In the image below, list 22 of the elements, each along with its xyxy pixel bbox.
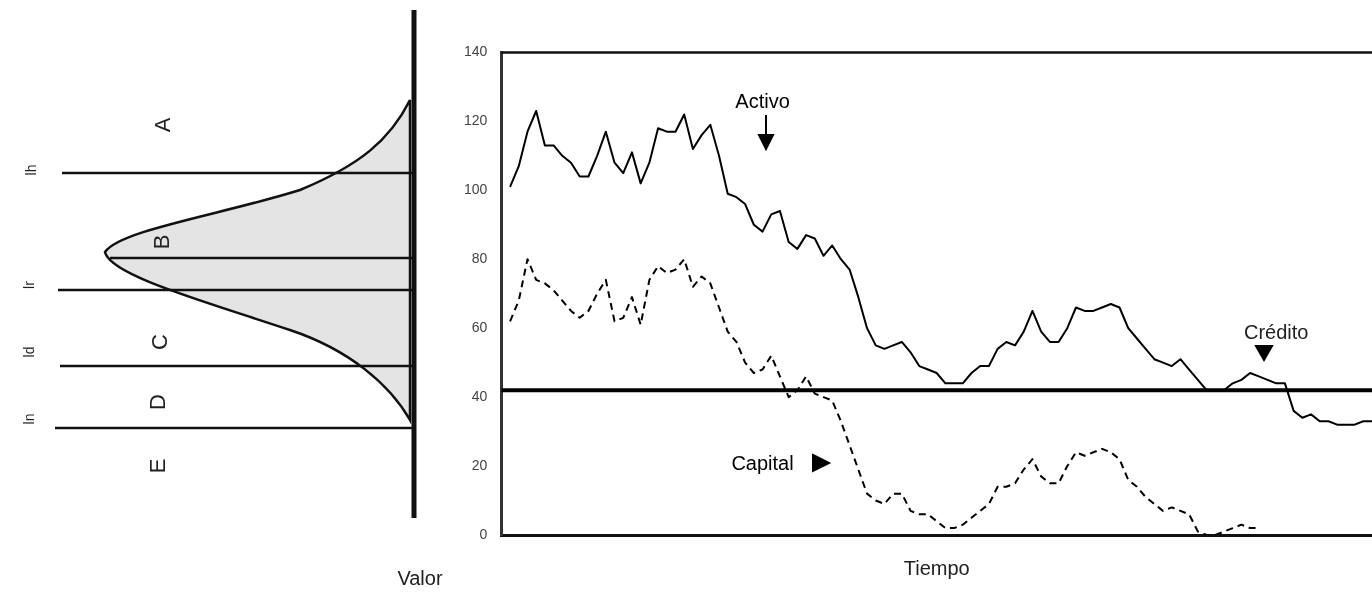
text: D — [145, 394, 171, 410]
x-axis-title: Tiempo — [903, 556, 970, 579]
text: lh — [23, 164, 39, 176]
series-label: Activo — [735, 89, 790, 113]
y-tick-label: 140 — [464, 43, 488, 60]
text: B — [149, 234, 175, 250]
y-tick-label: 80 — [471, 250, 488, 267]
y-tick-label: 20 — [471, 456, 488, 473]
text: ld — [21, 346, 37, 358]
text: A — [150, 117, 176, 133]
text: E — [145, 458, 171, 474]
y-tick-label: 60 — [471, 319, 488, 336]
legend-label: Capital — [731, 451, 794, 475]
y-tick-label: 0 — [479, 525, 488, 542]
y-tick-label: 40 — [471, 387, 488, 404]
text: lr — [21, 281, 37, 289]
text: ln — [21, 413, 37, 425]
y-tick-label: 120 — [464, 112, 488, 129]
text: C — [147, 334, 173, 350]
ref-line-label: Crédito — [1243, 320, 1309, 344]
y-tick-label: 100 — [464, 181, 488, 198]
text: Valor — [397, 566, 443, 590]
